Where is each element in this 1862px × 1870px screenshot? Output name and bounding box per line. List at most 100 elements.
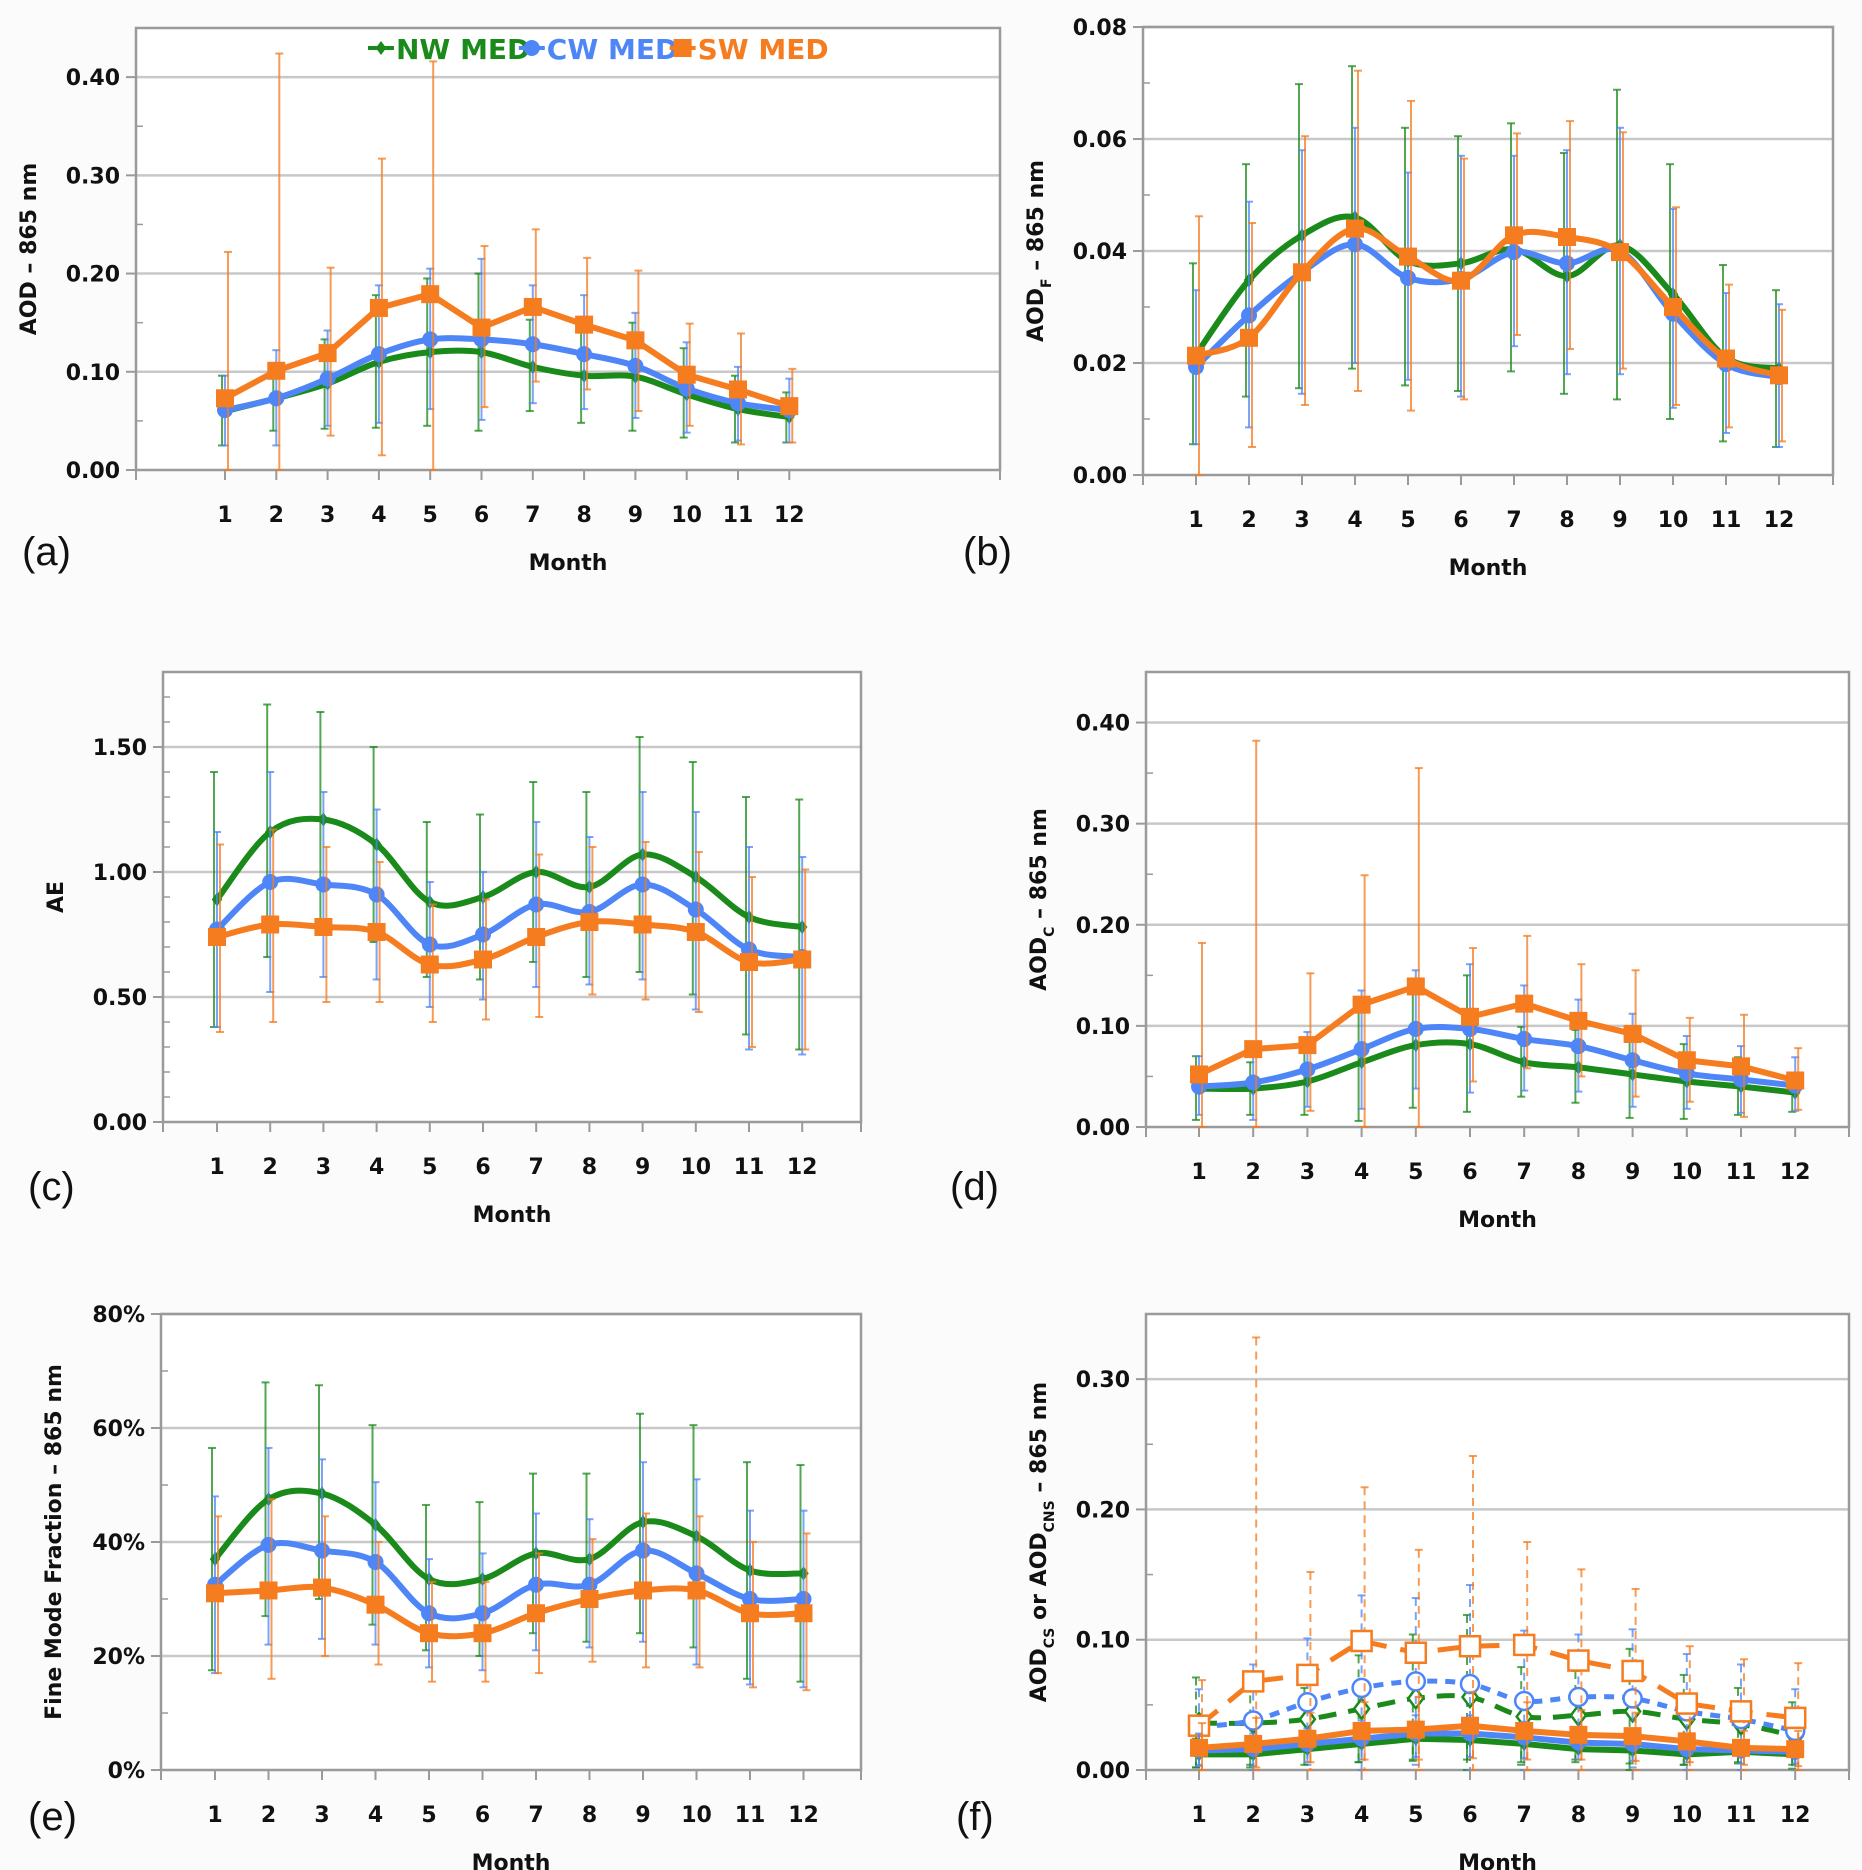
x-tick-label: 12 xyxy=(1780,1803,1811,1828)
x-tick-label: 6 xyxy=(1453,508,1468,533)
square-marker xyxy=(1786,1740,1805,1759)
y-tick-label: 0.00 xyxy=(1073,464,1127,489)
square-marker xyxy=(1664,298,1682,316)
square-marker xyxy=(1399,247,1417,266)
y-axis-title-subscript: CS xyxy=(1042,1628,1058,1649)
square-marker xyxy=(626,331,645,350)
square-marker xyxy=(474,950,492,969)
square-marker xyxy=(686,923,705,941)
square-marker xyxy=(1240,328,1258,347)
chart-a-svg: 0.000.100.200.300.401 2 3 4 5 6 7 8 9 10 11 12Month… xyxy=(17,26,1002,576)
x-tick-label: 9 xyxy=(635,1803,650,1828)
x-tick-label: 12 xyxy=(788,1803,819,1828)
x-tick-label: 5 xyxy=(1408,1160,1423,1185)
x-tick-label: 7 xyxy=(529,1155,544,1180)
square-marker xyxy=(1296,1663,1319,1687)
y-tick-label: 0.10 xyxy=(1076,1015,1130,1040)
square-marker xyxy=(367,923,386,941)
x-axis-title: Month xyxy=(1449,556,1528,581)
panel-label-e: (e) xyxy=(28,1795,77,1839)
square-marker xyxy=(420,955,439,974)
chart-d-svg: 0.000.100.200.300.401 2 3 4 5 6 7 8 9 10 11 12Month… xyxy=(1027,670,1851,1233)
x-tick-label: 7 xyxy=(525,503,540,528)
square-marker xyxy=(1567,1649,1590,1672)
square-marker xyxy=(633,915,652,934)
x-tick-label: 1 xyxy=(209,1155,224,1180)
x-tick-label: 6 xyxy=(475,1803,490,1828)
y-tick-label: 40% xyxy=(92,1531,145,1556)
circle-marker xyxy=(1622,1688,1643,1709)
circle-marker xyxy=(1351,1677,1372,1699)
square-marker xyxy=(1298,1729,1317,1748)
panel-e: 0% 20% 40% 60% 80% 1 2 3 4 5 6 7 8 9 10 11 12 Month Fine M… xyxy=(28,1303,863,1870)
y-tick-label: 0.20 xyxy=(1076,914,1130,939)
x-tick-label: 3 xyxy=(1300,1160,1315,1185)
y-axis-title-part: Fine Mode Fraction – 865 nm xyxy=(42,1364,67,1720)
series-sw-med xyxy=(206,1498,813,1692)
x-tick-label: 6 xyxy=(475,1155,490,1180)
square-marker xyxy=(1406,977,1425,996)
square-marker xyxy=(741,1604,759,1623)
square-marker xyxy=(1675,1692,1699,1715)
square-marker xyxy=(1452,271,1470,290)
square-marker xyxy=(1512,1633,1536,1657)
square-marker xyxy=(1515,1721,1534,1740)
y-axis-title-part: AE xyxy=(44,881,69,913)
x-axis-title: Month xyxy=(1458,1208,1537,1233)
square-marker xyxy=(673,39,692,57)
square-marker xyxy=(1352,1721,1371,1740)
panel-label-c: (c) xyxy=(28,1165,75,1209)
plot-frame xyxy=(159,1312,863,1772)
square-marker xyxy=(1350,1629,1373,1653)
square-marker xyxy=(1732,1738,1750,1757)
series-line xyxy=(1198,1722,1796,1753)
circle-marker xyxy=(1405,1671,1427,1692)
square-marker xyxy=(580,1590,599,1608)
square-marker xyxy=(318,344,337,363)
x-tick-label: 4 xyxy=(1354,1803,1369,1828)
series-sw-med-cs- xyxy=(1190,1690,1805,1771)
x-tick-label: 2 xyxy=(1246,1160,1261,1185)
x-tick-label: 2 xyxy=(263,1155,278,1180)
x-tick-label: 2 xyxy=(1241,508,1256,533)
series-line xyxy=(212,1487,804,1588)
square-marker xyxy=(1293,263,1311,282)
square-marker xyxy=(1732,1057,1750,1076)
square-marker xyxy=(1244,1734,1263,1753)
square-marker xyxy=(1729,1700,1753,1723)
x-tick-label: 9 xyxy=(1625,1160,1640,1185)
square-marker xyxy=(267,361,286,380)
square-marker xyxy=(1677,1051,1696,1070)
x-tick-label: 4 xyxy=(369,1155,384,1180)
x-tick-label: 8 xyxy=(1571,1803,1586,1828)
y-axis-title-part: – 865 nm xyxy=(1027,808,1052,927)
x-tick-label: 4 xyxy=(1347,508,1362,533)
square-marker xyxy=(473,1624,492,1643)
x-tick-label: 12 xyxy=(787,1155,818,1180)
x-tick-label: 4 xyxy=(371,503,386,528)
plot-frame xyxy=(134,26,1002,472)
panel-label-d: (d) xyxy=(950,1165,999,1209)
y-axis-title: AE xyxy=(44,881,69,913)
square-marker xyxy=(780,397,799,416)
x-tick-label: 11 xyxy=(1726,1803,1757,1828)
x-tick-label: 8 xyxy=(582,1155,597,1180)
x-tick-label: 7 xyxy=(528,1803,543,1828)
y-tick-label: 0.00 xyxy=(93,1111,147,1136)
x-tick-label: 8 xyxy=(1559,508,1574,533)
y-tick-label: 0.06 xyxy=(1073,128,1127,153)
square-marker xyxy=(1352,995,1371,1014)
square-marker xyxy=(1461,1007,1479,1026)
x-tick-label: 1 xyxy=(207,1803,222,1828)
square-marker xyxy=(1404,1641,1428,1664)
x-tick-label: 10 xyxy=(1671,1803,1702,1828)
square-marker xyxy=(1623,1024,1642,1043)
square-marker xyxy=(1298,1036,1317,1055)
circle-marker xyxy=(1568,1686,1589,1708)
square-marker xyxy=(366,1595,385,1614)
y-tick-label: 0.00 xyxy=(1076,1116,1130,1141)
square-marker xyxy=(794,1604,813,1623)
square-marker xyxy=(314,918,333,936)
x-tick-label: 3 xyxy=(320,503,335,528)
